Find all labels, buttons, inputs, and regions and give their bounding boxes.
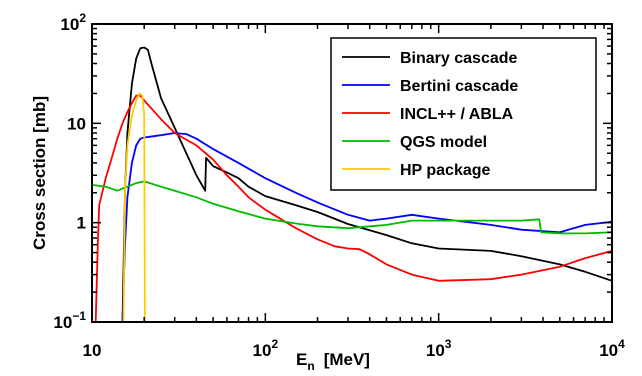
x-tick-label-base: 10	[426, 341, 445, 360]
x-tick-label-base: 10	[253, 341, 272, 360]
series-line-bertini-cascade	[121, 132, 612, 322]
legend-label-incl-abla: INCL++ / ABLA	[400, 106, 514, 123]
legend-label-qgs-model: QGS model	[400, 134, 487, 151]
y-tick-label-base: 10	[53, 313, 72, 332]
series-line-binary-cascade	[121, 46, 612, 322]
legend-label-bertini-cascade: Bertini cascade	[400, 78, 518, 95]
x-tick-label-exponent: 4	[618, 337, 625, 351]
x-tick-labels: 10 102 103 104	[83, 337, 626, 360]
x-tick-label: 104	[599, 337, 625, 360]
y-tick-label: 1	[77, 214, 86, 233]
y-tick-label-base: 1	[77, 214, 86, 233]
x-tick-label: 103	[426, 337, 452, 360]
y-tick-label: 10	[67, 114, 86, 133]
legend: Binary cascade Bertini cascade INCL++ / AB…	[330, 37, 597, 191]
plot-frame	[91, 23, 613, 323]
x-tick-label-base: 10	[599, 341, 618, 360]
y-tick-label-exponent: 2	[79, 11, 86, 25]
x-tick-label-exponent: 2	[271, 337, 278, 351]
x-tick-label: 10	[83, 341, 102, 360]
x-axis-title-unit: [MeV]	[324, 350, 370, 369]
series-line-hp-package	[122, 92, 146, 322]
x-axis-title: En [MeV]	[296, 350, 370, 373]
y-axis-title: Cross section [mb]	[30, 96, 49, 250]
y-tick-label-base: 10	[67, 114, 86, 133]
legend-label-binary-cascade: Binary cascade	[400, 50, 518, 67]
x-tick-label-base: 10	[83, 341, 102, 360]
x-tick-label: 102	[253, 337, 279, 360]
series-line-qgs-model	[92, 180, 612, 235]
y-tick-label-exponent: −1	[72, 309, 86, 323]
x-axis-title-subscript: n	[307, 359, 314, 373]
series-layer	[92, 46, 612, 322]
x-axis-title-main: E	[296, 350, 307, 369]
x-tick-label-exponent: 3	[445, 337, 452, 351]
legend-label-hp-package: HP package	[400, 162, 491, 179]
y-tick-label: 102	[60, 11, 86, 34]
series-line-incl-abla	[94, 94, 612, 322]
y-tick-label: 10−1	[53, 309, 86, 332]
legend-box	[330, 37, 597, 191]
y-tick-label-base: 10	[60, 15, 79, 34]
